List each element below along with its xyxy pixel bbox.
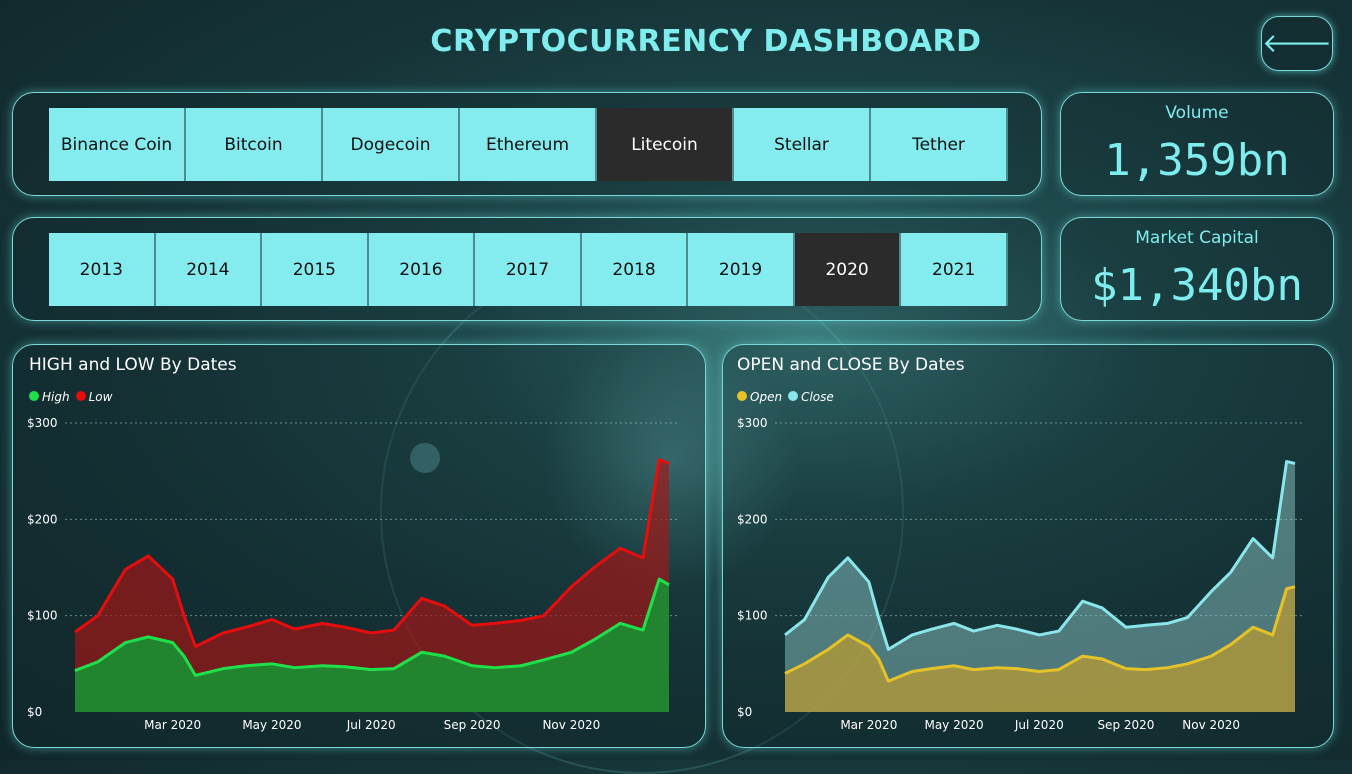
x-tick-label: May 2020 [242,718,301,732]
high-low-chart: $0 $100 $200 $300 Mar 2020 May 2020 Jul 2020 Se… [27,416,677,732]
volume-label: Volume [1165,103,1229,123]
open-close-legend: Open Close [737,390,834,404]
y-tick-label: $100 [737,609,768,623]
coin-button-ethereum[interactable]: Ethereum [460,108,597,181]
high-low-chart-panel: HIGH and LOW By Dates High Low $0 $100 $20… [12,344,706,748]
x-tick-label: Jul 2020 [1014,718,1064,732]
back-button[interactable]: 🡐 [1261,16,1333,71]
volume-value: 1,359bn [1104,135,1290,186]
x-tick-label: Nov 2020 [542,718,600,732]
x-tick-label: Sep 2020 [444,718,501,732]
high-low-chart-title: HIGH and LOW By Dates [29,355,237,375]
legend-open: Open [737,390,782,404]
year-button-2016[interactable]: 2016 [368,233,476,306]
year-button-2014[interactable]: 2014 [155,233,263,306]
series-open-area [785,586,1295,712]
series-high-line [74,577,670,677]
x-tick-label: Mar 2020 [840,718,897,732]
legend-close: Close [788,390,834,404]
high-low-legend: High Low [29,390,112,404]
year-button-2015[interactable]: 2015 [262,233,369,306]
market-cap-card: Market Capital $1,340bn [1060,217,1334,321]
series-low-area [75,459,669,712]
year-slicer: 2013 2014 2015 2016 2017 2018 2019 2020 2021 [49,233,1008,306]
y-tick-label: $200 [737,512,768,526]
legend-high: High [29,390,70,404]
y-tick-label: $200 [27,512,58,526]
back-arrow-icon: 🡐 [1262,29,1332,59]
market-cap-value: $1,340bn [1091,260,1303,311]
coin-button-binance-coin[interactable]: Binance Coin [49,108,186,181]
series-close-area [785,461,1295,712]
coin-slicer: Binance Coin Bitcoin Dogecoin Ethereum Litec… [49,108,1008,181]
volume-card: Volume 1,359bn [1060,92,1334,196]
open-close-chart: $0 $100 $200 $300 Mar 2020 May 2020 Jul 2020 Se… [737,416,1303,732]
legend-low: Low [75,390,112,404]
coin-button-tether[interactable]: Tether [871,108,1008,181]
y-tick-label: $0 [737,705,752,719]
series-open-line [784,585,1296,683]
y-tick-label: $0 [27,705,42,719]
coin-button-litecoin[interactable]: Litecoin [597,108,734,181]
y-tick-label: $100 [27,609,58,623]
year-button-2021[interactable]: 2021 [901,233,1008,306]
year-button-2018[interactable]: 2018 [581,233,689,306]
series-low-line [74,458,670,648]
open-close-chart-title: OPEN and CLOSE By Dates [737,355,965,375]
year-button-2017[interactable]: 2017 [475,233,582,306]
market-cap-label: Market Capital [1135,228,1259,248]
y-tick-label: $300 [27,416,58,430]
open-close-chart-panel: OPEN and CLOSE By Dates Open Close $0 $10… [722,344,1334,748]
series-high-area [75,579,669,712]
year-button-2019[interactable]: 2019 [688,233,795,306]
y-tick-label: $300 [737,416,768,430]
year-button-2013[interactable]: 2013 [49,233,156,306]
year-button-2020[interactable]: 2020 [794,233,902,306]
x-tick-label: Sep 2020 [1097,718,1154,732]
x-tick-label: May 2020 [924,718,983,732]
page-title: CRYPTOCURRENCY DASHBOARD [430,24,982,59]
series-close-line [784,460,1296,651]
coin-button-bitcoin[interactable]: Bitcoin [186,108,323,181]
x-tick-label: Jul 2020 [346,718,396,732]
x-tick-label: Nov 2020 [1182,718,1240,732]
coin-button-dogecoin[interactable]: Dogecoin [323,108,460,181]
x-tick-label: Mar 2020 [144,718,201,732]
coin-button-stellar[interactable]: Stellar [734,108,871,181]
